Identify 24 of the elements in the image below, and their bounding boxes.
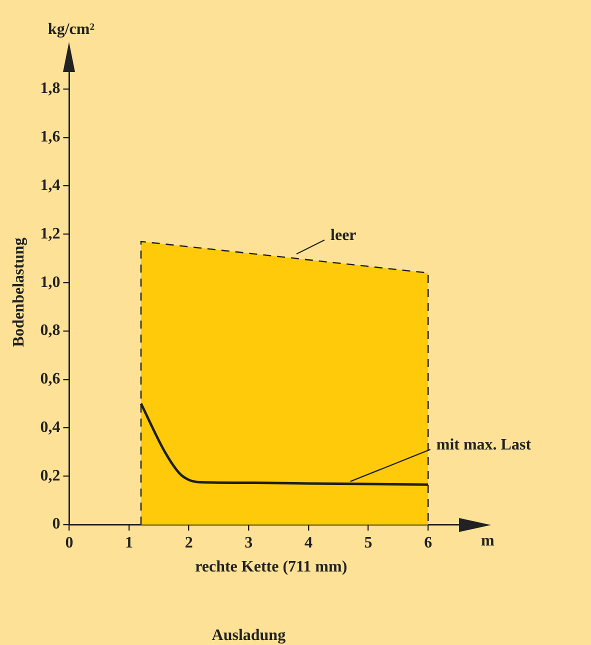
y-tick-label: 0,6 xyxy=(40,370,60,388)
y-tick-label: 0 xyxy=(52,516,60,533)
x-tick-label: 1 xyxy=(125,534,134,552)
y-tick-label: 1,6 xyxy=(40,128,60,146)
annotation: leer xyxy=(330,227,356,244)
y-tick-label: 0,8 xyxy=(40,322,60,340)
y-tick-label: 1,8 xyxy=(40,80,60,98)
y-tick-label: 1,4 xyxy=(40,176,60,194)
y-tick-label: 1,2 xyxy=(40,225,60,242)
y-tick-label: 1,0 xyxy=(40,274,60,291)
x-tick-label: 3 xyxy=(244,534,253,552)
x-tick-label: 6 xyxy=(424,534,432,552)
text: m xyxy=(481,532,495,550)
x-tick-label: 2 xyxy=(184,534,193,552)
y-tick-label: 0,4 xyxy=(40,418,60,436)
annotation: mit max. Last xyxy=(436,436,532,454)
x-tick-label: 0 xyxy=(65,534,74,552)
text: Ausladung xyxy=(212,627,286,644)
y-tick-label: 0,2 xyxy=(40,467,60,484)
y-axis-title: Bodenbelastung xyxy=(10,238,28,347)
x-tick-label: 4 xyxy=(304,534,312,552)
x-tick-label: 5 xyxy=(364,534,372,552)
text: kg/cm² xyxy=(48,21,95,38)
x-axis-title: rechte Kette (711 mm) xyxy=(195,558,348,576)
